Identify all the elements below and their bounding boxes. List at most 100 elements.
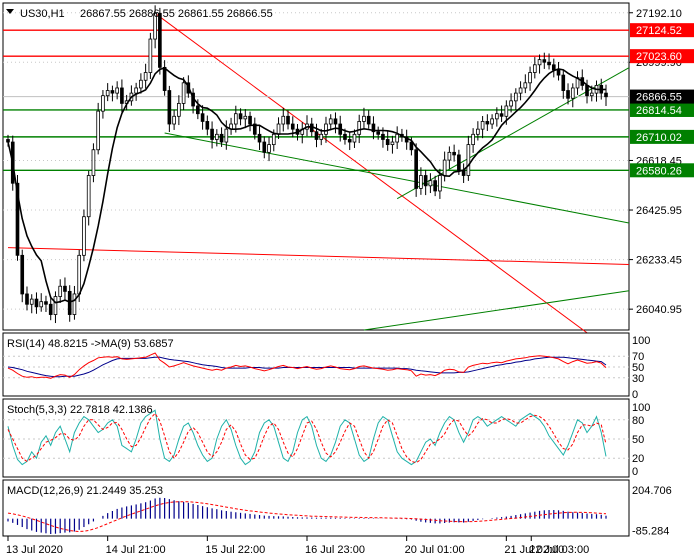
candle-body	[428, 180, 433, 187]
trendlines	[7, 12, 630, 365]
candle-body	[570, 87, 575, 99]
candle-body	[480, 121, 485, 130]
candle-body	[333, 118, 338, 125]
candle-body	[167, 90, 172, 125]
candle-body	[29, 298, 34, 305]
candle-body	[15, 182, 20, 256]
resistance-trendline	[154, 12, 630, 365]
candle-body	[172, 115, 176, 125]
rsi-line	[7, 352, 607, 379]
candle-body	[604, 92, 608, 98]
current-price-label: 26866.55	[636, 92, 682, 104]
time-tick-label: 20 Jul 01:00	[405, 544, 465, 556]
candle-body	[452, 151, 456, 156]
candle-body	[366, 115, 371, 125]
rsi-title: RSI(14) 48.8215 ->MA(9) 53.6857	[7, 338, 174, 350]
candlesticks	[6, 5, 608, 324]
candle-body	[158, 12, 162, 68]
candle-body	[257, 133, 262, 143]
candle-body	[466, 144, 471, 176]
axis-tick-label: 20	[632, 453, 644, 465]
candle-body	[390, 141, 395, 146]
axis-tick-label: 204.706	[632, 485, 672, 497]
candle-body	[490, 118, 494, 125]
candle-body	[134, 87, 138, 94]
level-label-bg	[630, 23, 694, 38]
candle-body	[324, 123, 328, 135]
candle-body	[328, 118, 333, 125]
price-tick-label: 27192.10	[636, 8, 682, 20]
candle-body	[215, 133, 219, 140]
candle-body	[143, 72, 148, 81]
candle-body	[77, 254, 82, 295]
candle-body	[20, 254, 25, 295]
candle-body	[561, 74, 566, 91]
candle-body	[243, 115, 248, 120]
candle-body	[101, 95, 105, 112]
candle-body	[139, 79, 143, 89]
candle-body	[509, 100, 513, 107]
candle-body	[53, 296, 58, 315]
candle-body	[63, 285, 67, 292]
axis-tick-label: 0	[632, 389, 638, 401]
candle-body	[39, 301, 44, 308]
price-pane[interactable]: 27192.1026999.9026618.4526425.9526233.45…	[2, 2, 694, 365]
axis-tick-label: -85.284	[632, 526, 669, 538]
level-label: 26710.02	[636, 132, 682, 144]
candle-body	[224, 128, 229, 143]
stoch-title: Stoch(5,3,3) 22.7818 42.1386	[7, 404, 153, 416]
candle-body	[262, 141, 267, 153]
level-label: 27023.60	[636, 51, 682, 63]
candle-body	[210, 128, 214, 140]
candle-body	[309, 123, 314, 133]
candle-body	[585, 84, 589, 97]
macd-axis: 204.706 -85.284	[632, 485, 672, 537]
candle-body	[343, 133, 347, 140]
time-tick-label: 16 Jul 23:00	[305, 544, 365, 556]
candle-body	[495, 113, 499, 120]
candle-body	[371, 123, 376, 133]
candle-body	[205, 121, 210, 130]
time-tick-label: 22 Jul 03:00	[529, 544, 589, 556]
candle-body	[58, 285, 63, 297]
candle-body	[409, 141, 414, 151]
candle-body	[362, 115, 366, 122]
candle-body	[200, 113, 205, 122]
level-label-bg	[630, 49, 694, 64]
candle-body	[120, 87, 124, 104]
macd-pane[interactable]: 204.706 -85.284 MACD(12,26,9) 21.2449 35.…	[2, 479, 672, 538]
candle-body	[319, 133, 324, 140]
macd-histogram	[7, 497, 607, 534]
macd-title: MACD(12,26,9) 21.2449 35.253	[7, 485, 163, 497]
candle-body	[447, 151, 452, 161]
axis-tick-label: 30	[632, 373, 644, 385]
axis-tick-label: 100	[632, 335, 650, 347]
candle-body	[514, 92, 518, 102]
candle-body	[385, 139, 390, 146]
candle-body	[395, 133, 399, 143]
candle-body	[523, 82, 528, 89]
dropdown-triangle-icon[interactable]	[6, 9, 14, 14]
candle-body	[566, 90, 570, 99]
axis-tick-label: 50	[632, 434, 644, 446]
moving-average-line	[7, 67, 607, 304]
candle-body	[518, 87, 523, 94]
candle-body	[547, 61, 551, 66]
candle-body	[34, 298, 39, 308]
candle-body	[461, 169, 466, 176]
candle-body	[423, 175, 428, 187]
candle-body	[499, 113, 504, 117]
candle-body	[48, 303, 53, 315]
candle-body	[86, 175, 91, 218]
macd-signal-line	[7, 501, 607, 533]
candle-body	[110, 90, 115, 94]
level-label: 26580.26	[636, 165, 682, 177]
candle-body	[589, 92, 594, 97]
symbol-label: US30,H1	[20, 8, 65, 20]
candle-body	[233, 113, 238, 125]
axis-tick-label: 50	[632, 362, 644, 374]
